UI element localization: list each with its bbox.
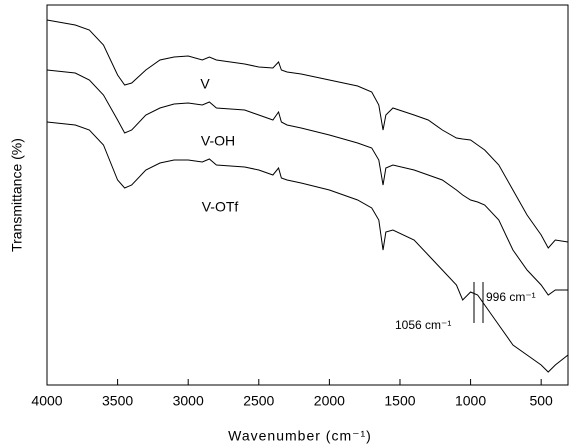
- x-tick-label: 3000: [173, 393, 204, 409]
- spectrum-line: [46, 69, 568, 296]
- x-tick-label: 3500: [102, 393, 133, 409]
- x-tick-label: 500: [529, 393, 553, 409]
- spectrum-line: [46, 121, 569, 373]
- x-tick-label: 2000: [314, 393, 345, 409]
- series-annotation: V-OTf: [202, 199, 239, 215]
- peak-annotation: 996 cm⁻¹: [486, 290, 536, 304]
- series-annotation: V-OH: [201, 133, 235, 149]
- series-annotation: V: [200, 76, 210, 92]
- spectrum-line: [46, 19, 569, 249]
- peak-annotation: 1056 cm⁻¹: [395, 318, 451, 332]
- x-tick-label: 2500: [243, 393, 274, 409]
- y-axis-label: Transmittance (%): [9, 138, 25, 252]
- plot-frame: [46, 4, 569, 386]
- x-tick-label: 4000: [31, 393, 62, 409]
- x-axis-label: Wavenumber (cm⁻¹): [228, 428, 372, 444]
- x-tick-label: 1000: [455, 393, 486, 409]
- x-tick-label: 1500: [384, 393, 415, 409]
